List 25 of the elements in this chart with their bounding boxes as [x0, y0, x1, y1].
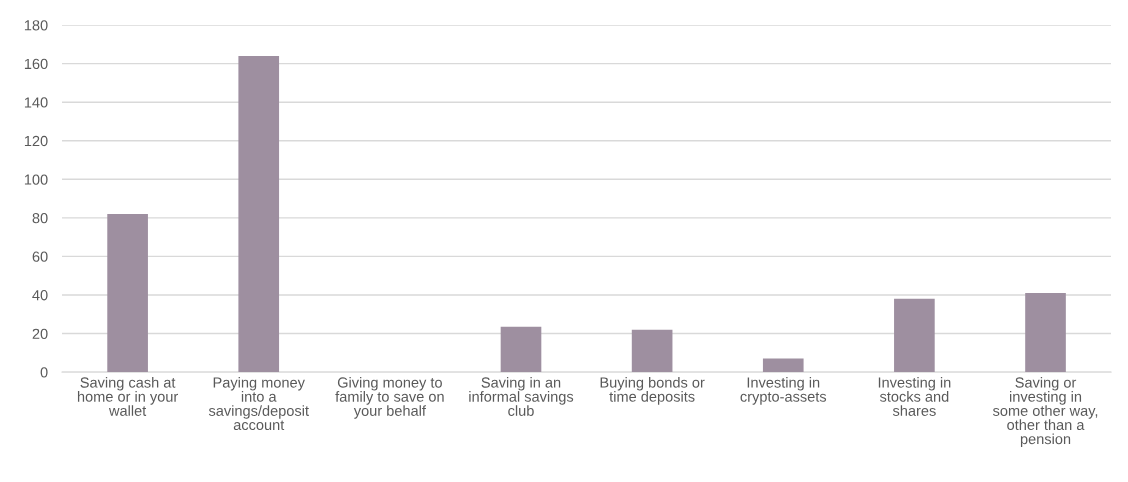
y-tick-label: 180 — [24, 20, 48, 31]
y-tick-label: 40 — [32, 290, 48, 301]
x-tick-label: Investing in crypto-assets — [740, 376, 827, 405]
bar — [107, 214, 148, 373]
y-tick-label: 100 — [24, 174, 48, 185]
bar — [631, 329, 673, 373]
y-tick-label: 120 — [24, 135, 48, 147]
y-tick-label: 140 — [24, 97, 48, 108]
y-tick-label: 60 — [32, 251, 48, 262]
bar — [238, 55, 280, 373]
bar — [500, 326, 542, 373]
x-tick-label: Investing in stocks and shares — [878, 376, 951, 416]
x-tick-label: Saving or investing in some other way, other than a pension — [992, 376, 1098, 448]
bar — [894, 298, 935, 373]
y-tick-label: 0 — [40, 367, 48, 378]
bar — [762, 358, 804, 373]
bar — [1025, 293, 1066, 373]
x-tick-label: Saving in an informal savings club — [469, 376, 574, 416]
y-tick-label: 80 — [32, 212, 48, 224]
y-tick-label: 20 — [32, 328, 48, 339]
y-tick-label: 160 — [24, 58, 48, 70]
x-tick-label: Giving money to family to save on your behalf — [335, 376, 444, 419]
x-tick-label: Saving cash at home or in your wallet — [77, 376, 179, 416]
x-tick-label: Paying money into a savings/deposit account — [208, 376, 309, 431]
x-tick-label: Buying bonds or time deposits — [600, 376, 705, 405]
